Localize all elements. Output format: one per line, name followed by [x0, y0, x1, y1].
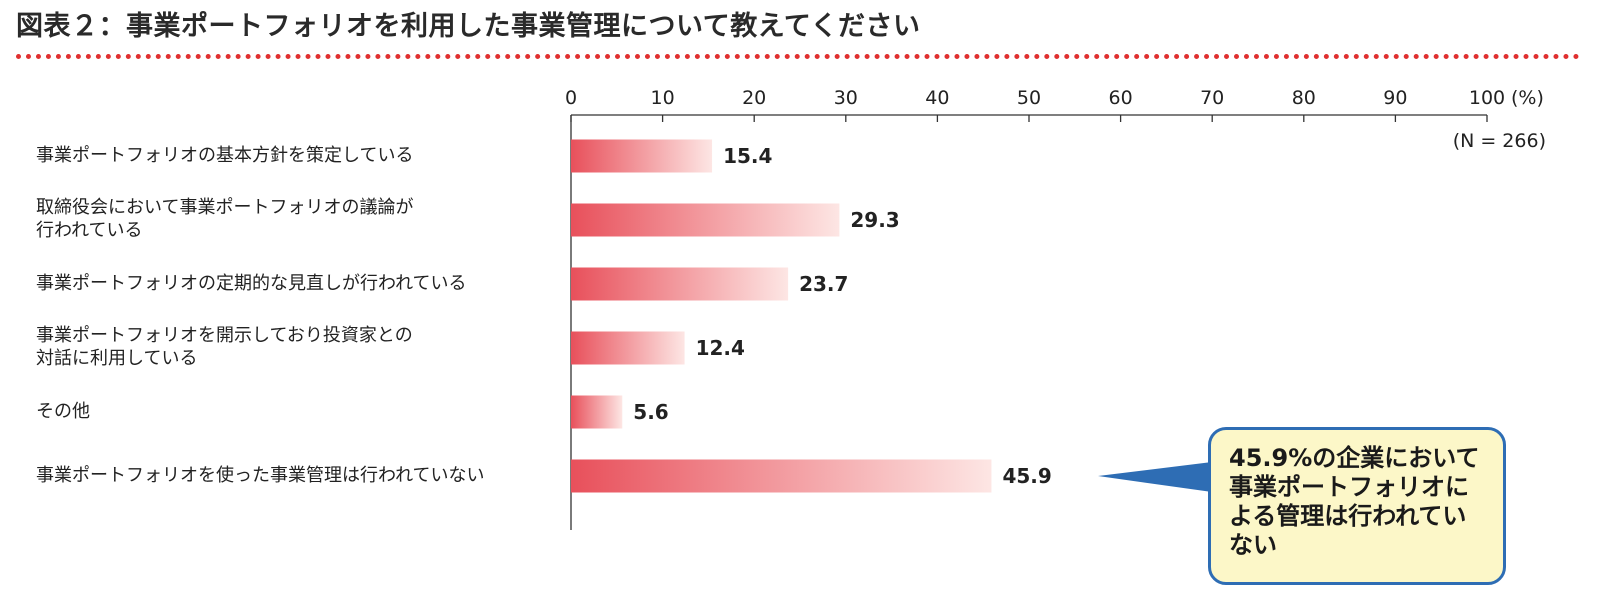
callout-box: 45.9%の企業において事業ポートフォリオによる管理は行われていない: [1208, 427, 1506, 585]
category-label: 取締役会において事業ポートフォリオの議論が 行われている: [36, 196, 556, 242]
x-unit-label: (%): [1511, 87, 1544, 109]
callout-text: 45.9%の企業において事業ポートフォリオによる管理は行われていない: [1229, 444, 1480, 559]
category-label-line: 行われている: [36, 220, 143, 241]
sample-size-note: (N = 266): [1453, 130, 1546, 152]
x-tick-label: 100: [1469, 87, 1505, 109]
x-tick-label: 70: [1200, 87, 1224, 109]
bar-value-label: 45.9: [1002, 464, 1051, 488]
title-dotted-rule: [16, 54, 1580, 59]
x-tick-label: 60: [1109, 87, 1133, 109]
x-tick-label: 40: [925, 87, 949, 109]
bar-value-label: 29.3: [850, 208, 899, 232]
category-label-line: 事業ポートフォリオの基本方針を策定している: [36, 144, 414, 166]
bar: [571, 395, 623, 429]
bar-value-label: 12.4: [696, 336, 745, 360]
bar-value-label: 15.4: [723, 144, 772, 168]
bar-value-label: 5.6: [633, 400, 668, 424]
x-tick-label: 50: [1017, 87, 1041, 109]
callout-pointer: [1098, 462, 1212, 492]
bar: [571, 139, 713, 173]
x-tick-label: 30: [834, 87, 858, 109]
bar: [571, 203, 840, 237]
category-label: 事業ポートフォリオの基本方針を策定している: [36, 144, 556, 167]
bar: [571, 459, 992, 493]
x-tick-label: 0: [565, 87, 577, 109]
category-label: その他: [36, 400, 556, 423]
category-label-line: 事業ポートフォリオを使った事業管理は行われていない: [36, 464, 485, 486]
x-tick-label: 80: [1292, 87, 1316, 109]
category-label-line: 取締役会において事業ポートフォリオの議論が: [36, 197, 414, 218]
category-label: 事業ポートフォリオの定期的な見直しが行われている: [36, 272, 556, 295]
category-label-line: 事業ポートフォリオを開示しており投資家との: [36, 325, 413, 346]
x-tick-label: 90: [1383, 87, 1407, 109]
x-tick-label: 10: [651, 87, 675, 109]
category-label-line: 対話に利用している: [36, 348, 198, 369]
figure-title: 図表２：事業ポートフォリオを利用した事業管理について教えてください: [16, 11, 921, 42]
category-label-line: 事業ポートフォリオの定期的な見直しが行われている: [36, 272, 467, 294]
category-label-line: その他: [36, 400, 90, 422]
category-label: 事業ポートフォリオを開示しており投資家との 対話に利用している: [36, 324, 556, 370]
bar: [571, 267, 789, 301]
x-tick-label: 20: [742, 87, 766, 109]
bar-value-label: 23.7: [799, 272, 848, 296]
bar: [571, 331, 685, 365]
category-label: 事業ポートフォリオを使った事業管理は行われていない: [36, 464, 556, 487]
